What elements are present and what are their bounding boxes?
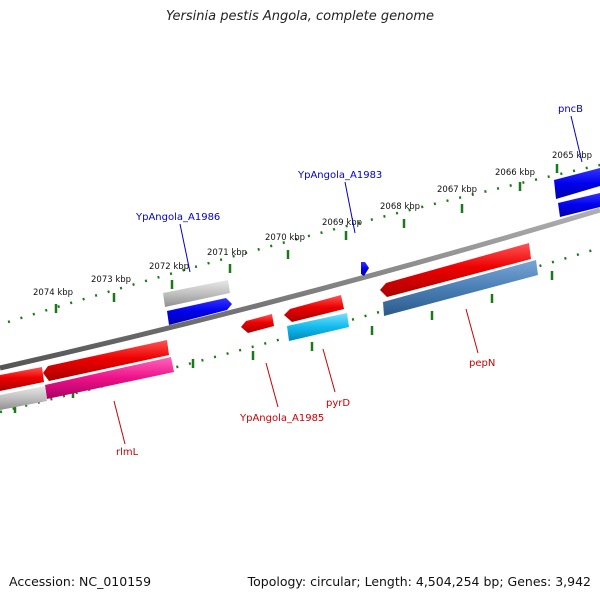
tick-label: 2074 kbp bbox=[33, 288, 73, 298]
gene-rlmL-cds[interactable] bbox=[43, 340, 169, 381]
gene-pepN-mRNA[interactable] bbox=[383, 260, 538, 316]
gene-label-pepN: pepN bbox=[469, 358, 495, 369]
forward-features bbox=[163, 168, 600, 325]
gene-label-rlmL: rlmL bbox=[116, 447, 139, 458]
major-ticks bbox=[13, 164, 559, 413]
reverse-features bbox=[0, 243, 538, 410]
accession-text: Accession: NC_010159 bbox=[9, 574, 152, 589]
tick-label: 2065 kbp bbox=[552, 151, 592, 161]
gene-rlmL-mRNA[interactable] bbox=[45, 357, 174, 399]
gene-pyrD-mRNA[interactable] bbox=[287, 313, 349, 341]
partial-cds-left[interactable] bbox=[0, 367, 44, 391]
partial-feature-left[interactable] bbox=[0, 386, 47, 410]
tick-label: 2068 kbp bbox=[380, 202, 420, 212]
gene-YpAngola_A1986-cds[interactable] bbox=[167, 298, 232, 325]
gene-label-YpAngola_A1986: YpAngola_A1986 bbox=[135, 212, 220, 223]
gene-pepN-cds[interactable] bbox=[380, 243, 531, 297]
forward-tick-track bbox=[7, 163, 600, 324]
tick-label: 2072 kbp bbox=[149, 262, 189, 272]
genome-backbone bbox=[0, 207, 600, 371]
gene-pncB-cds[interactable] bbox=[554, 168, 600, 199]
tick-label: 2071 kbp bbox=[207, 248, 247, 258]
tick-label: 2073 kbp bbox=[91, 275, 131, 285]
gene-label-YpAngola_A1985: YpAngola_A1985 bbox=[239, 413, 324, 424]
tick-label: 2069 kbp bbox=[322, 218, 362, 228]
gene-pncB-cds[interactable] bbox=[558, 193, 600, 217]
tick-label: 2070 kbp bbox=[265, 233, 305, 243]
gene-YpAngola_A1986-feature[interactable] bbox=[163, 280, 230, 307]
tick-label: 2067 kbp bbox=[437, 185, 477, 195]
label-leaders bbox=[113, 115, 583, 445]
tick-label: 2066 kbp bbox=[495, 168, 535, 178]
gene-pyrD-cds[interactable] bbox=[284, 295, 344, 322]
gene-label-pncB: pncB bbox=[558, 104, 583, 115]
topology-text: Topology: circular; Length: 4,504,254 bp… bbox=[247, 574, 591, 589]
map-title: Yersinia pestis Angola, complete genome bbox=[166, 9, 434, 24]
gene-YpAngola_A1983-cds[interactable] bbox=[361, 262, 369, 276]
gene-label-pyrD: pyrD bbox=[326, 398, 350, 409]
gene-label-YpAngola_A1983: YpAngola_A1983 bbox=[297, 170, 382, 181]
gene-YpAngola_A1985-cds[interactable] bbox=[241, 314, 274, 333]
